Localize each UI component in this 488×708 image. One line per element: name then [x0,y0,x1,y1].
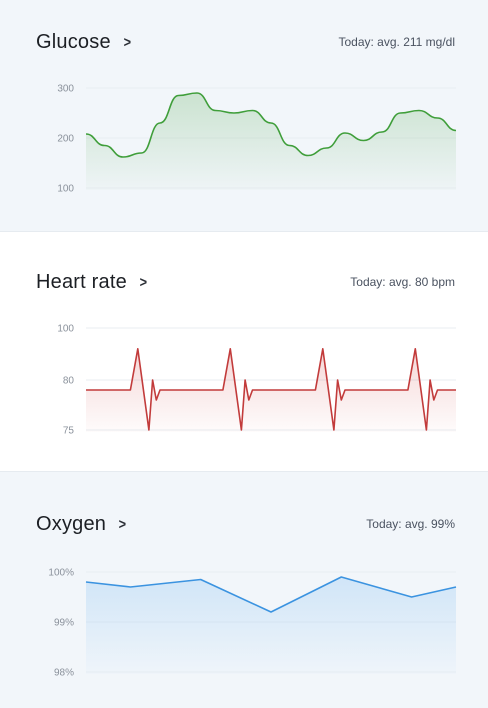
oxygen-chart: 100% 99% 98% [48,568,457,679]
series-area [86,577,456,674]
oxygen-title: Oxygen [36,512,107,535]
y-tick-label: 300 [57,84,74,95]
series-line [86,348,456,431]
heart-rate-summary: Today: avg. 80 bpm [350,275,455,289]
y-tick-label: 98% [54,668,74,679]
y-tick-label: 75 [63,426,75,437]
heart-rate-title: Heart rate [36,270,127,293]
series-area [86,93,456,190]
glucose-summary: Today: avg. 211 mg/dl [338,35,455,49]
oxygen-header[interactable]: Oxygen > Today: avg. 99% [36,510,455,538]
oxygen-summary: Today: avg. 99% [366,517,455,531]
y-tick-label: 99% [54,618,74,629]
chevron-right-icon[interactable]: > [118,515,127,533]
y-tick-label: 200 [57,134,74,145]
y-tick-label: 80 [63,376,75,387]
glucose-header[interactable]: Glucose > Today: avg. 211 mg/dl [36,28,455,56]
glucose-title: Glucose [36,30,111,53]
glucose-chart: 300 200 100 [57,84,457,195]
chevron-right-icon[interactable]: > [139,273,148,291]
heart-rate-chart: 100 80 75 [57,324,457,437]
heart-rate-header[interactable]: Heart rate > Today: avg. 80 bpm [36,268,455,296]
y-tick-label: 100% [48,568,74,579]
y-tick-label: 100 [57,324,74,335]
y-tick-label: 100 [57,184,74,195]
chevron-right-icon[interactable]: > [123,33,131,51]
